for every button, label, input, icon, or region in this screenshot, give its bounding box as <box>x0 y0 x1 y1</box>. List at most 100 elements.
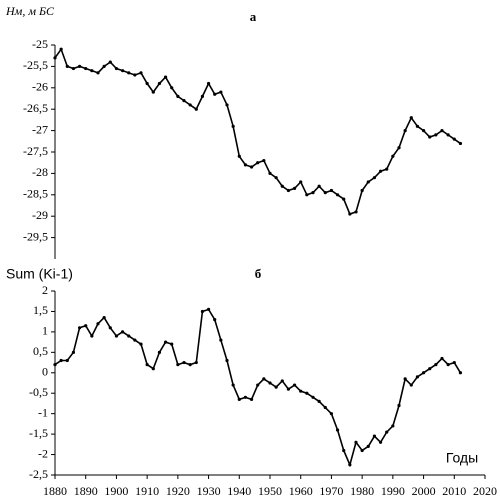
data-point <box>59 47 63 51</box>
data-point <box>53 363 57 367</box>
data-point <box>262 158 266 163</box>
data-point <box>225 103 229 107</box>
data-point <box>127 334 131 338</box>
x-tick-label: 1930 <box>197 484 221 498</box>
data-point <box>409 383 413 387</box>
data-point <box>348 463 352 467</box>
data-point <box>182 360 186 365</box>
data-point <box>114 334 119 338</box>
data-point <box>53 56 57 60</box>
data-point <box>65 358 69 363</box>
data-point <box>213 318 217 322</box>
data-point <box>274 385 278 389</box>
data-point <box>317 399 321 403</box>
y-tick-label: -29,5 <box>23 229 48 243</box>
y-tick-label: -1,5 <box>29 426 48 440</box>
data-point <box>206 307 211 311</box>
y-tick-label: 1 <box>42 324 48 338</box>
y-tick-label: -2 <box>38 446 48 460</box>
data-point <box>458 371 463 375</box>
data-point <box>133 73 137 77</box>
data-point <box>292 186 297 190</box>
data-point <box>90 69 94 73</box>
data-point <box>194 107 198 111</box>
data-point <box>194 360 198 365</box>
data-point <box>176 94 180 98</box>
data-point <box>213 92 217 96</box>
data-point <box>299 180 303 184</box>
x-tick-label: 1970 <box>319 484 343 498</box>
x-tick-label: 1980 <box>350 484 374 498</box>
data-point <box>170 86 174 90</box>
x-tick-label: 1950 <box>258 484 282 498</box>
data-point <box>96 322 100 326</box>
data-point <box>342 448 346 453</box>
data-point <box>163 75 168 79</box>
data-point <box>360 448 364 453</box>
data-point <box>434 363 438 367</box>
x-tick-label: 1900 <box>104 484 128 498</box>
data-point <box>403 377 407 381</box>
x-tick-label: 2020 <box>473 484 497 498</box>
data-point <box>108 326 112 330</box>
data-point <box>391 424 395 428</box>
data-point <box>446 133 450 137</box>
data-point <box>65 64 69 68</box>
data-point <box>77 64 82 68</box>
data-point <box>446 363 450 367</box>
y-tick-label: -29 <box>32 208 48 222</box>
data-point <box>108 60 112 64</box>
data-point <box>354 210 358 214</box>
y-tick-label: -26 <box>32 80 48 94</box>
x-tick-label: 1890 <box>74 484 98 498</box>
data-point <box>262 377 266 381</box>
data-point <box>188 103 192 107</box>
x-tick-label: 1910 <box>135 484 159 498</box>
x-tick-label: 1940 <box>227 484 251 498</box>
chart-title: б <box>255 266 262 281</box>
data-point <box>182 99 186 103</box>
data-point <box>77 326 82 330</box>
y-tick-label: -1 <box>38 405 48 419</box>
data-point <box>139 71 143 75</box>
data-point <box>151 367 155 371</box>
y-tick-label: -0,5 <box>29 385 48 399</box>
data-point <box>428 135 432 139</box>
data-point <box>249 397 254 401</box>
data-point <box>120 330 125 334</box>
data-point <box>71 350 76 354</box>
data-point <box>200 309 205 314</box>
data-point <box>434 133 438 137</box>
data-point <box>200 94 205 98</box>
data-point <box>157 81 162 86</box>
data-point <box>378 440 383 444</box>
y-tick-label: 0 <box>42 365 48 379</box>
data-point <box>256 161 260 165</box>
data-point <box>268 171 272 175</box>
y-axis-label: Hм, м БС <box>5 4 55 18</box>
data-point <box>397 146 401 150</box>
data-point <box>102 315 106 320</box>
y-tick-label: -27,5 <box>23 144 48 158</box>
data-point <box>385 430 389 434</box>
data-point <box>317 184 321 188</box>
data-point <box>237 397 241 401</box>
y-tick-label: 1,5 <box>33 303 48 317</box>
data-point <box>231 124 235 128</box>
data-point <box>170 342 174 346</box>
data-point <box>102 64 106 68</box>
data-point <box>323 191 327 195</box>
y-tick-label: -25,5 <box>23 58 48 72</box>
data-point <box>299 389 303 393</box>
data-point <box>219 90 223 94</box>
data-point <box>329 188 334 193</box>
data-point <box>292 383 297 387</box>
chart-title: а <box>250 9 257 24</box>
data-point <box>114 66 119 71</box>
data-point <box>452 360 456 365</box>
data-point <box>225 358 229 363</box>
data-point <box>206 81 211 86</box>
data-point <box>391 154 395 158</box>
data-point <box>157 350 162 354</box>
